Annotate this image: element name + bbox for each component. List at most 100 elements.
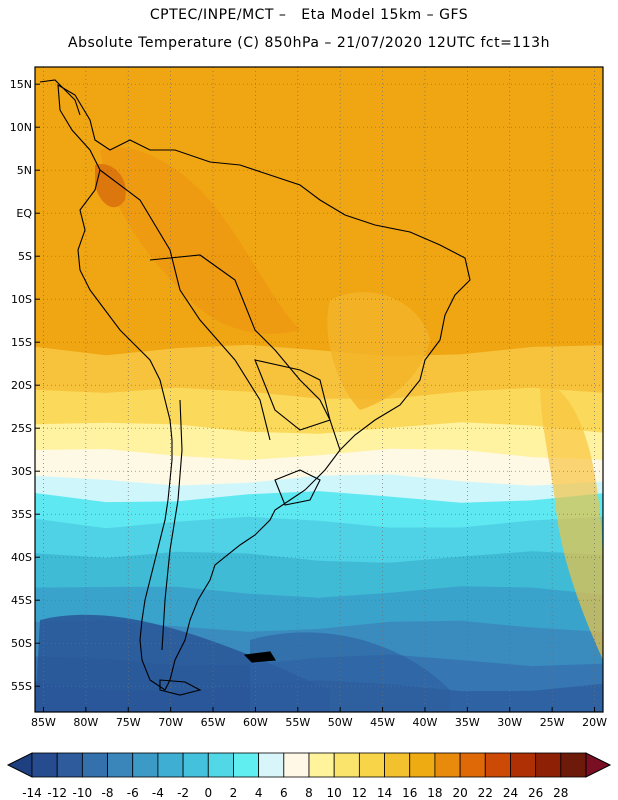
longitude-label: 30W xyxy=(497,716,522,729)
longitude-label: 20W xyxy=(582,716,607,729)
latitude-label: 15S xyxy=(11,336,32,349)
latitude-label: 10N xyxy=(10,121,32,134)
colorbar-swatch xyxy=(484,752,511,778)
longitude-label: 35W xyxy=(455,716,480,729)
colorbar-swatch xyxy=(81,752,108,778)
northwest-orange-ridge xyxy=(95,164,126,208)
latitude-label: 55S xyxy=(11,680,32,693)
colorbar-label: 2 xyxy=(230,786,238,800)
graticule xyxy=(35,67,603,712)
andes-warm-core xyxy=(100,147,300,334)
latitude-labels: 15N 10N 5N EQ 5S 10S 15S 20S 25S 30S 35S 40S 45S 50S 5… xyxy=(10,78,40,693)
temperature-band xyxy=(35,344,603,400)
latitude-label: 30S xyxy=(11,465,32,478)
colorbar-label: 8 xyxy=(305,786,313,800)
colorbar-label: 0 xyxy=(204,786,212,800)
longitude-label: 25W xyxy=(540,716,565,729)
colorbar-swatches xyxy=(31,752,587,778)
colorbar-swatch xyxy=(358,752,385,778)
longitude-label: 70W xyxy=(158,716,183,729)
colorbar-label: 6 xyxy=(280,786,288,800)
colorbar-label: 10 xyxy=(327,786,342,800)
latitude-label: 10S xyxy=(11,293,32,306)
colorbar-swatch xyxy=(434,752,461,778)
title-line-2: Absolute Temperature (C) 850hPa – 21/07/… xyxy=(68,35,550,51)
colorbar-swatch xyxy=(535,752,562,778)
colorbar-label: 22 xyxy=(478,786,493,800)
latitude-label: 5N xyxy=(17,164,32,177)
map-frame xyxy=(34,66,604,713)
colorbar-label: -2 xyxy=(177,786,189,800)
brazil-border xyxy=(149,254,341,451)
latitude-label: 25S xyxy=(11,422,32,435)
longitude-label: 80W xyxy=(73,716,98,729)
temperature-band xyxy=(35,586,603,632)
falklands xyxy=(243,651,276,663)
colorbar-swatch xyxy=(283,752,310,778)
colorbar-swatch xyxy=(560,752,587,778)
latitude-label: 5S xyxy=(18,250,32,263)
temperature-band xyxy=(35,551,603,598)
latitude-label: EQ xyxy=(16,207,32,220)
colorbar-swatch xyxy=(132,752,159,778)
central-america xyxy=(39,79,81,116)
colorbar-label: 20 xyxy=(452,786,467,800)
colorbar-label: 26 xyxy=(528,786,543,800)
longitude-label: 60W xyxy=(243,716,268,729)
temperature-band xyxy=(35,516,603,564)
uruguay-border xyxy=(274,469,321,506)
paraguay-border xyxy=(254,359,331,431)
title-line-1: CPTEC/INPE/MCT – Eta Model 15km – GFS xyxy=(149,7,469,23)
colorbar-swatch xyxy=(56,752,83,778)
colorbar-label: -4 xyxy=(152,786,164,800)
atlantic-warm-tongue xyxy=(540,380,603,660)
temperature-band xyxy=(35,474,603,503)
longitude-label: 65W xyxy=(201,716,226,729)
temperature-band xyxy=(35,448,603,486)
colorbar-label: 14 xyxy=(377,786,392,800)
andean-border xyxy=(99,169,271,441)
latitude-label: 20S xyxy=(11,379,32,392)
colorbar-swatch xyxy=(333,752,360,778)
longitude-label: 55W xyxy=(285,716,310,729)
colorbar: -14 -12 -10 -8 -6 -4 -2 0 2 4 6 8 10 12 14 16 18 20 22 24 26… xyxy=(6,752,612,800)
colorbar-swatch xyxy=(308,752,335,778)
northeast-yellow-patch xyxy=(327,292,430,410)
colorbar-label: 18 xyxy=(427,786,442,800)
longitude-label: 50W xyxy=(328,716,353,729)
latitude-label: 35S xyxy=(11,508,32,521)
longitude-label: 40W xyxy=(413,716,438,729)
colorbar-label: -12 xyxy=(47,786,67,800)
colorbar-label: -6 xyxy=(127,786,139,800)
colorbar-label: 4 xyxy=(255,786,263,800)
longitude-labels: 85W 80W 75W 70W 65W 60W 55W 50W 45W 40W 35W 30W 25W 2… xyxy=(31,707,607,729)
latitude-label: 40S xyxy=(11,551,32,564)
south-america-outline xyxy=(57,83,471,691)
colorbar-labels: -14 -12 -10 -8 -6 -4 -2 0 2 4 6 8 10 12 14 16 18 20 22 24 26… xyxy=(22,786,568,800)
colorbar-over-arrow xyxy=(585,752,612,778)
colorbar-label: -8 xyxy=(102,786,114,800)
colorbar-label: 28 xyxy=(553,786,568,800)
longitude-label: 75W xyxy=(116,716,141,729)
temperature-band xyxy=(35,491,603,529)
colorbar-swatch xyxy=(182,752,209,778)
colorbar-swatch xyxy=(107,752,134,778)
colorbar-under-arrow xyxy=(6,752,33,778)
longitude-label: 45W xyxy=(370,716,395,729)
colorbar-swatch xyxy=(157,752,184,778)
colorbar-swatch xyxy=(510,752,537,778)
south-atlantic-cool xyxy=(250,632,450,712)
colorbar-label: 16 xyxy=(402,786,417,800)
colorbar-swatch xyxy=(258,752,285,778)
colorbar-swatch xyxy=(207,752,234,778)
latitude-label: 45S xyxy=(11,594,32,607)
coastlines xyxy=(39,79,471,696)
colorbar-label: 12 xyxy=(352,786,367,800)
colorbar-swatch xyxy=(384,752,411,778)
colorbar-swatch xyxy=(233,752,260,778)
colorbar-swatch xyxy=(459,752,486,778)
latitude-label: 15N xyxy=(10,78,32,91)
colorbar-swatch xyxy=(31,752,58,778)
temperature-band xyxy=(35,67,603,357)
